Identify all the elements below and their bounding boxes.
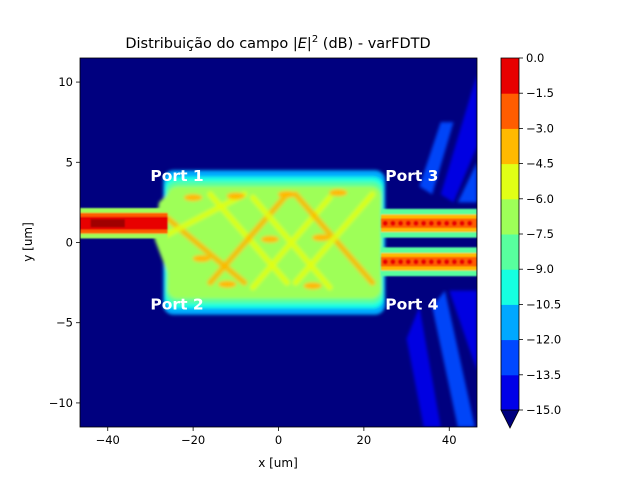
- colorbar-band: [501, 163, 519, 200]
- output-spot: [382, 220, 388, 226]
- title-variable: E: [298, 36, 308, 52]
- title-prefix: Distribuição do campo |: [125, 36, 297, 52]
- hot-spot: [218, 280, 237, 288]
- port-label: Port 2: [150, 295, 203, 313]
- colorbar-band: [501, 269, 519, 305]
- colorbar: −15.0 −13.5 −12.0 −10.5 −9.0 −7.5 −6.0 −4.5 −3.0…: [500, 51, 561, 429]
- output-spot: [421, 259, 427, 265]
- output-spot: [467, 220, 473, 226]
- radiation-lobe: [406, 306, 441, 427]
- radiation-lobe: [440, 74, 477, 203]
- y-tick-label: 10: [58, 75, 73, 89]
- colorbar-tick-label: −6.0: [526, 192, 554, 206]
- colorbar-band: [501, 198, 519, 235]
- x-tick-label: −20: [181, 433, 205, 447]
- radiation-lobe: [449, 290, 477, 371]
- interference-streak: [249, 194, 333, 291]
- colorbar-tick-label: −1.5: [526, 86, 554, 100]
- y-tick-label: −10: [49, 396, 73, 410]
- hot-spot: [278, 190, 297, 198]
- port-label: Port 3: [385, 167, 438, 185]
- hot-spot: [192, 255, 211, 263]
- output-spot: [459, 259, 465, 265]
- chart-title: Distribuição do campo |E|2 (dB) - varFDT…: [125, 34, 430, 52]
- port-labels: Port 1 Port 2 Port 3 Port 4: [150, 167, 438, 313]
- y-tick-label: −5: [56, 316, 73, 330]
- colorbar-band: [501, 374, 519, 411]
- x-tick-label: 40: [442, 433, 457, 447]
- output-spot: [451, 259, 457, 265]
- plot-area: Port 1 Port 2 Port 3 Port 4: [80, 58, 477, 427]
- output-spot: [390, 220, 396, 226]
- title-suffix: (dB) - varFDTD: [318, 36, 430, 52]
- output-spot: [444, 259, 450, 265]
- y-axis: −10 −5 0 5 10: [49, 75, 80, 410]
- hot-spot: [312, 234, 331, 242]
- colorbar-band: [501, 304, 519, 341]
- colorbar-tick-label: −10.5: [526, 297, 561, 311]
- output-spot: [467, 259, 473, 265]
- x-axis-label: x [um]: [258, 456, 298, 470]
- y-tick-label: 5: [66, 155, 73, 169]
- output-spot: [444, 220, 450, 226]
- hot-spot: [226, 192, 245, 200]
- output-spot: [436, 220, 442, 226]
- output-spot: [413, 259, 419, 265]
- port-label: Port 1: [150, 167, 203, 185]
- field-layer: [80, 74, 477, 427]
- x-tick-label: 0: [275, 433, 282, 447]
- colorbar-tick-label: 0.0: [526, 51, 544, 65]
- colorbar-band: [501, 128, 519, 165]
- y-axis-label: y [um]: [21, 222, 35, 262]
- hot-spot: [184, 194, 203, 202]
- colorbar-band: [501, 339, 519, 376]
- colorbar-band: [501, 93, 519, 129]
- port-label: Port 4: [385, 295, 438, 313]
- colorbar-band: [501, 58, 519, 94]
- input-core-peak: [90, 219, 125, 228]
- output-spot: [436, 259, 442, 265]
- title-mid: |: [307, 36, 312, 52]
- radiation-lobe: [419, 122, 454, 195]
- interference-streak: [292, 191, 376, 286]
- output-spot: [390, 259, 396, 265]
- field-smooth-group: [154, 74, 477, 427]
- title-superscript: 2: [312, 34, 318, 45]
- x-tick-label: −40: [96, 433, 120, 447]
- interference-streak: [164, 191, 248, 238]
- x-axis: −40 −20 0 20 40: [96, 427, 457, 447]
- x-tick-label: 20: [357, 433, 372, 447]
- output-spot: [405, 220, 411, 226]
- output-spot: [397, 259, 404, 265]
- y-tick-label: 0: [66, 236, 73, 250]
- output-spot: [397, 220, 404, 226]
- output-spot: [451, 220, 457, 226]
- colorbar-tick-label: −9.0: [526, 262, 554, 276]
- waveguide-group: [80, 208, 477, 277]
- radiation-lobe: [432, 290, 475, 427]
- colorbar-tick-label: −7.5: [526, 227, 554, 241]
- output-spot: [428, 259, 434, 265]
- colorbar-tick-label: −15.0: [526, 403, 561, 417]
- colorbar-tick-label: −13.5: [526, 368, 561, 382]
- colorbar-band: [501, 234, 519, 270]
- colorbar-tick-label: −3.0: [526, 121, 554, 135]
- colorbar-extend-min: [500, 409, 520, 429]
- output-spot: [413, 220, 419, 226]
- output-spot: [421, 220, 427, 226]
- output-spot: [382, 259, 388, 265]
- radiation-lobe: [457, 162, 477, 203]
- hot-spot: [260, 235, 279, 243]
- hot-spot: [303, 282, 322, 290]
- hot-spot: [329, 189, 348, 197]
- colorbar-tick-label: −4.5: [526, 157, 554, 171]
- output-spot: [428, 220, 434, 226]
- output-spot: [459, 220, 465, 226]
- interference-streak: [207, 191, 291, 286]
- output-spot: [405, 259, 411, 265]
- colorbar-tick-label: −12.0: [526, 333, 561, 347]
